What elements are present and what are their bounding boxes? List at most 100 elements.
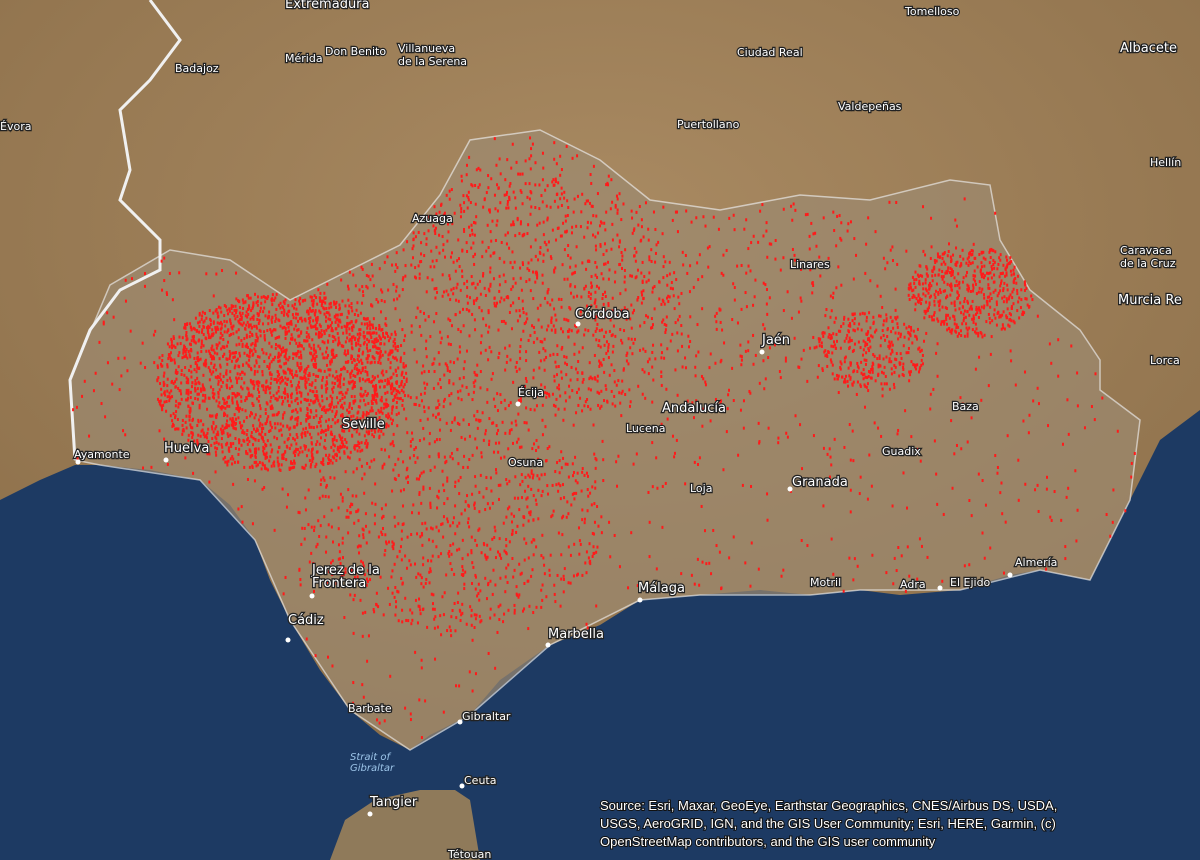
fire-point	[437, 496, 440, 500]
fire-point	[283, 362, 286, 366]
fire-point	[450, 552, 453, 556]
fire-point	[328, 334, 331, 338]
fire-point	[350, 380, 353, 384]
fire-point	[822, 334, 825, 338]
fire-point	[314, 654, 317, 658]
fire-point	[778, 370, 781, 374]
fire-point	[872, 322, 875, 326]
fire-point	[608, 373, 611, 377]
fire-point	[928, 303, 931, 307]
fire-point	[372, 317, 375, 321]
fire-point	[229, 352, 232, 356]
fire-point	[582, 377, 585, 381]
fire-point	[380, 406, 383, 410]
fire-point	[442, 243, 445, 247]
fire-point	[431, 259, 434, 263]
fire-point	[511, 557, 514, 561]
fire-point	[360, 441, 363, 445]
fire-point	[331, 321, 334, 325]
fire-point	[380, 328, 383, 332]
fire-point	[514, 419, 517, 423]
fire-point	[966, 310, 969, 314]
fire-point	[847, 222, 850, 226]
fire-point	[373, 610, 376, 614]
fire-point	[231, 462, 234, 466]
fire-point	[341, 556, 344, 560]
fire-point	[184, 366, 187, 370]
fire-point	[497, 550, 500, 554]
fire-point	[864, 344, 867, 348]
fire-point	[233, 308, 236, 312]
fire-point	[303, 537, 306, 541]
fire-point	[294, 298, 297, 302]
fire-point	[647, 238, 650, 242]
fire-point	[327, 317, 330, 321]
fire-point	[418, 492, 421, 496]
fire-point	[323, 515, 326, 519]
fire-point	[219, 372, 222, 376]
fire-point	[307, 373, 310, 377]
fire-point	[945, 307, 948, 311]
fire-point	[351, 369, 354, 373]
fire-point	[893, 363, 896, 367]
fire-point	[914, 308, 917, 312]
fire-point	[299, 408, 302, 412]
fire-point	[646, 315, 649, 319]
fire-point	[416, 306, 419, 310]
fire-point	[420, 399, 423, 403]
fire-point	[236, 405, 239, 409]
fire-point	[333, 355, 336, 359]
fire-point	[381, 290, 384, 294]
fire-point	[274, 426, 277, 430]
fire-point	[288, 427, 291, 431]
fire-point	[486, 502, 489, 506]
fire-point	[171, 379, 174, 383]
fire-point	[259, 421, 262, 425]
fire-point	[534, 238, 537, 242]
fire-point	[365, 426, 368, 430]
fire-point	[319, 404, 322, 408]
fire-point	[864, 362, 867, 366]
fire-point	[237, 319, 240, 323]
fire-point	[950, 301, 953, 305]
fire-point	[604, 228, 607, 232]
fire-point	[559, 154, 562, 158]
fire-point	[644, 201, 647, 205]
fire-point	[253, 460, 256, 464]
fire-point	[185, 398, 188, 402]
fire-point	[1025, 297, 1028, 301]
fire-point	[517, 595, 520, 599]
fire-point	[402, 276, 405, 280]
fire-point	[479, 370, 482, 374]
fire-point	[498, 497, 501, 501]
fire-point	[542, 556, 545, 560]
fire-point	[666, 417, 669, 421]
fire-point	[841, 375, 844, 379]
fire-point	[219, 406, 222, 410]
fire-point	[698, 253, 701, 257]
fire-point	[503, 612, 506, 616]
fire-point	[207, 366, 210, 370]
fire-point	[616, 315, 619, 319]
fire-point	[377, 429, 380, 433]
fire-point	[945, 318, 948, 322]
fire-point	[393, 356, 396, 360]
fire-point	[508, 246, 511, 250]
fire-point	[196, 438, 199, 442]
fire-point	[200, 345, 203, 349]
fire-point	[514, 475, 517, 479]
fire-point	[965, 274, 968, 278]
fire-point	[237, 416, 240, 420]
fire-point	[869, 370, 872, 374]
fire-point	[950, 268, 953, 272]
fire-point	[272, 461, 275, 465]
fire-point	[332, 300, 335, 304]
fire-point	[387, 380, 390, 384]
fire-point	[984, 257, 987, 261]
fire-point	[865, 319, 868, 323]
fire-point	[856, 370, 859, 374]
fire-point	[866, 376, 869, 380]
fire-point	[261, 373, 264, 377]
fire-point	[231, 392, 234, 396]
fire-point	[832, 210, 835, 214]
